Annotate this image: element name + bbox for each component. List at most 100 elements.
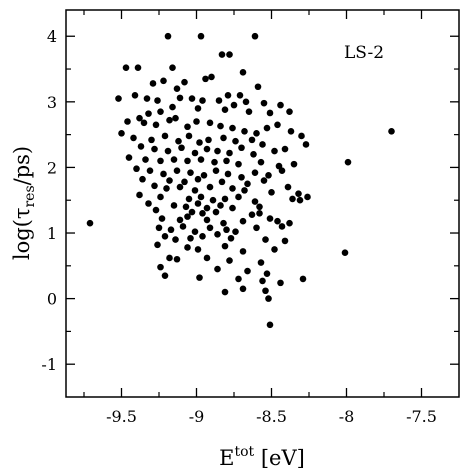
data-point (224, 170, 232, 178)
data-point (184, 244, 191, 251)
x-tick-label: -7.5 (406, 407, 437, 426)
data-point (151, 182, 158, 190)
data-point (178, 144, 185, 152)
x-tick-label: -8.5 (256, 407, 287, 426)
data-point (344, 158, 352, 166)
data-point (235, 193, 242, 201)
data-point (179, 223, 187, 230)
data-point (277, 101, 284, 109)
data-point (263, 124, 271, 132)
data-point (175, 137, 182, 145)
data-point (265, 295, 272, 302)
x-axis-label: Etot [eV] (219, 444, 305, 470)
y-axis-label-pre: log(τ (10, 208, 34, 261)
data-point (274, 121, 281, 129)
data-point (274, 217, 281, 225)
data-point (271, 246, 278, 253)
data-point (206, 224, 214, 232)
data-point (166, 177, 173, 184)
data-point (208, 73, 215, 81)
data-point (157, 193, 164, 201)
data-point (152, 121, 160, 129)
data-point (173, 167, 181, 175)
data-point (160, 170, 167, 178)
plot-frame (65, 9, 460, 398)
data-point (260, 99, 268, 107)
data-point (257, 259, 265, 266)
data-point (151, 145, 158, 153)
data-point (146, 167, 154, 175)
data-point (253, 130, 260, 137)
data-point (299, 275, 307, 283)
data-point (157, 108, 164, 115)
data-point (388, 128, 395, 135)
data-points (86, 32, 395, 329)
data-point (245, 108, 253, 115)
data-point (115, 95, 122, 102)
data-point (251, 169, 259, 176)
data-point (217, 202, 224, 209)
data-point (238, 173, 245, 181)
y-tick-label: 2 (47, 158, 57, 177)
data-point (257, 158, 265, 166)
x-tick-label: -9 (189, 407, 205, 426)
data-point (149, 80, 157, 87)
data-point (227, 234, 235, 242)
data-point (145, 110, 152, 117)
data-point (296, 196, 304, 204)
data-point (236, 91, 244, 99)
data-point (199, 97, 206, 104)
data-point (226, 51, 233, 58)
data-point (176, 94, 184, 102)
data-point (161, 232, 169, 240)
data-point (232, 228, 239, 236)
data-point (242, 98, 250, 106)
data-point (160, 77, 167, 85)
data-point (214, 231, 221, 238)
data-point (163, 185, 170, 192)
data-point (184, 123, 191, 131)
data-point (194, 175, 202, 183)
data-point (136, 114, 143, 122)
data-point (239, 285, 247, 293)
data-point (124, 118, 131, 125)
x-axis-label-sup: tot (235, 444, 255, 460)
data-point (226, 257, 233, 264)
data-point (184, 157, 191, 165)
data-point (221, 242, 229, 250)
data-point (173, 255, 181, 263)
data-point (266, 321, 274, 329)
data-point (256, 203, 263, 211)
data-point (166, 116, 173, 124)
y-tick-label: 4 (47, 27, 57, 46)
x-axis-label-unit: [eV] (254, 446, 305, 470)
data-point (215, 97, 223, 104)
data-point (173, 85, 181, 93)
data-point (161, 272, 169, 279)
data-point (238, 144, 245, 152)
data-point (286, 219, 293, 227)
data-point (212, 208, 220, 216)
data-point (206, 183, 214, 191)
data-point (118, 130, 125, 137)
x-tick-label: -8 (339, 407, 355, 426)
x-tick-label: -9.5 (106, 407, 137, 426)
data-point (205, 136, 212, 144)
data-point (203, 145, 211, 153)
data-point (295, 190, 302, 197)
data-point (221, 106, 229, 114)
data-point (223, 226, 230, 234)
data-point (214, 265, 221, 273)
data-point (125, 154, 133, 161)
data-point (161, 132, 169, 140)
y-tick-label: 0 (47, 290, 57, 309)
data-point (230, 101, 238, 109)
data-point (265, 171, 272, 179)
data-point (164, 32, 172, 40)
data-point (140, 119, 148, 127)
data-point (133, 165, 140, 173)
data-point (241, 187, 248, 194)
data-point (278, 167, 286, 175)
data-point (196, 139, 203, 146)
